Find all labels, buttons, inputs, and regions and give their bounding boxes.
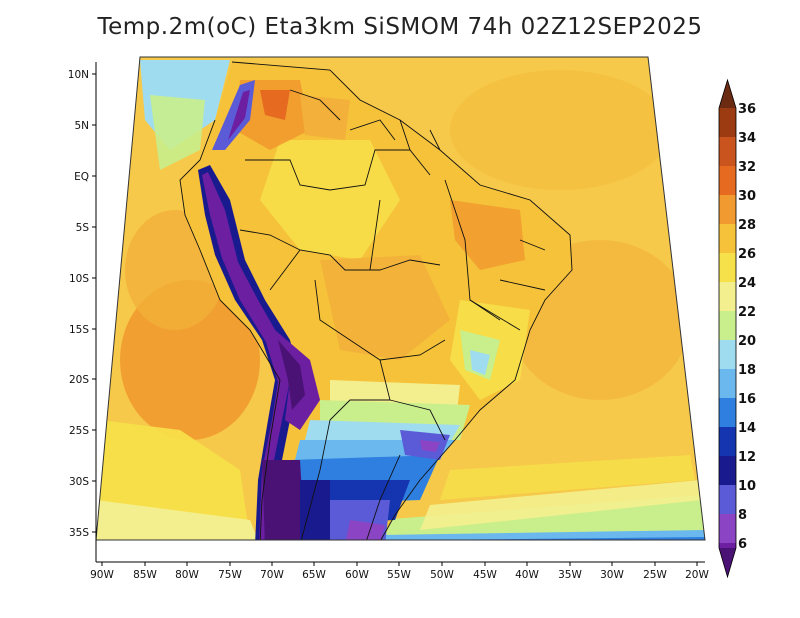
colorbar-label: 12 <box>738 450 756 465</box>
lon-tick-label: 50W <box>430 569 454 581</box>
colorbar-swatch <box>719 514 736 543</box>
colorbar-swatch <box>719 456 736 485</box>
map-frame <box>95 56 706 541</box>
lat-tick-label: 10S <box>69 273 89 285</box>
colorbar-swatch <box>719 543 736 548</box>
lat-tick-label: EQ <box>74 171 89 183</box>
colorbar-label: 18 <box>738 363 756 378</box>
colorbar-label: 6 <box>738 537 747 552</box>
lon-tick-label: 25W <box>643 569 667 581</box>
colorbar-label: 34 <box>738 131 756 146</box>
colorbar: 36 34 32 30 28 26 24 22 20 18 16 14 12 1… <box>718 78 756 579</box>
colorbar-label: 28 <box>738 218 756 233</box>
lon-tick-label: 60W <box>345 569 369 581</box>
colorbar-swatch <box>719 137 736 166</box>
lon-tick-label: 90W <box>90 569 114 581</box>
colorbar-swatch <box>719 282 736 311</box>
colorbar-top-arrow <box>719 80 736 108</box>
colorbar-label: 26 <box>738 247 756 262</box>
lon-tick-label: 80W <box>175 569 199 581</box>
lat-tick-label: 10N <box>68 69 89 81</box>
colorbar-bottom-arrow <box>719 548 736 577</box>
colorbar-swatch <box>719 369 736 398</box>
lon-tick-label: 55W <box>387 569 411 581</box>
colorbar-swatch <box>719 195 736 224</box>
colorbar-swatch <box>719 427 736 456</box>
colorbar-label: 24 <box>738 276 756 291</box>
lon-tick-label: 75W <box>218 569 242 581</box>
colorbar-label: 8 <box>738 508 747 523</box>
lon-tick-label: 45W <box>473 569 497 581</box>
colorbar-swatch <box>719 311 736 340</box>
lat-tick-label: 30S <box>69 476 89 488</box>
lon-tick-label: 35W <box>558 569 582 581</box>
colorbar-swatch <box>719 398 736 427</box>
colorbar-swatch <box>719 108 736 137</box>
lat-tick-label: 35S <box>69 527 89 539</box>
lon-tick-label: 40W <box>515 569 539 581</box>
lat-tick-label: 5N <box>74 120 89 132</box>
colorbar-label: 14 <box>738 421 756 436</box>
colorbar-swatch <box>719 253 736 282</box>
lon-tick-label: 65W <box>302 569 326 581</box>
lat-tick-label: 15S <box>69 324 89 336</box>
colorbar-swatch <box>719 224 736 253</box>
lon-tick-label: 30W <box>600 569 624 581</box>
lon-tick-label: 85W <box>133 569 157 581</box>
colorbar-label: 16 <box>738 392 756 407</box>
land-temperature <box>180 62 572 540</box>
colorbar-swatch <box>719 485 736 514</box>
lat-tick-label: 5S <box>76 222 90 234</box>
colorbar-label: 22 <box>738 305 756 320</box>
lat-tick-label: 20S <box>69 374 89 386</box>
colorbar-swatch <box>719 340 736 369</box>
colorbar-label: 36 <box>738 102 756 117</box>
colorbar-swatch <box>719 166 736 195</box>
colorbar-label: 30 <box>738 189 756 204</box>
lon-tick-label: 20W <box>685 569 709 581</box>
colorbar-label: 20 <box>738 334 756 349</box>
colorbar-label: 10 <box>738 479 756 494</box>
longitude-axis: 90W 85W 80W 75W 70W 65W 60W 55W 50W 45W … <box>90 562 709 581</box>
lon-tick-label: 70W <box>260 569 284 581</box>
colorbar-label: 32 <box>738 160 756 175</box>
latitude-axis: 10N 5N EQ 5S 10S 15S 20S 25S 30S 35S <box>68 69 96 539</box>
country-borders <box>179 61 573 540</box>
map-title: Temp.2m(oC) Eta3km SiSMOM 74h 02Z12SEP20… <box>97 14 703 40</box>
lat-tick-label: 25S <box>69 425 89 437</box>
